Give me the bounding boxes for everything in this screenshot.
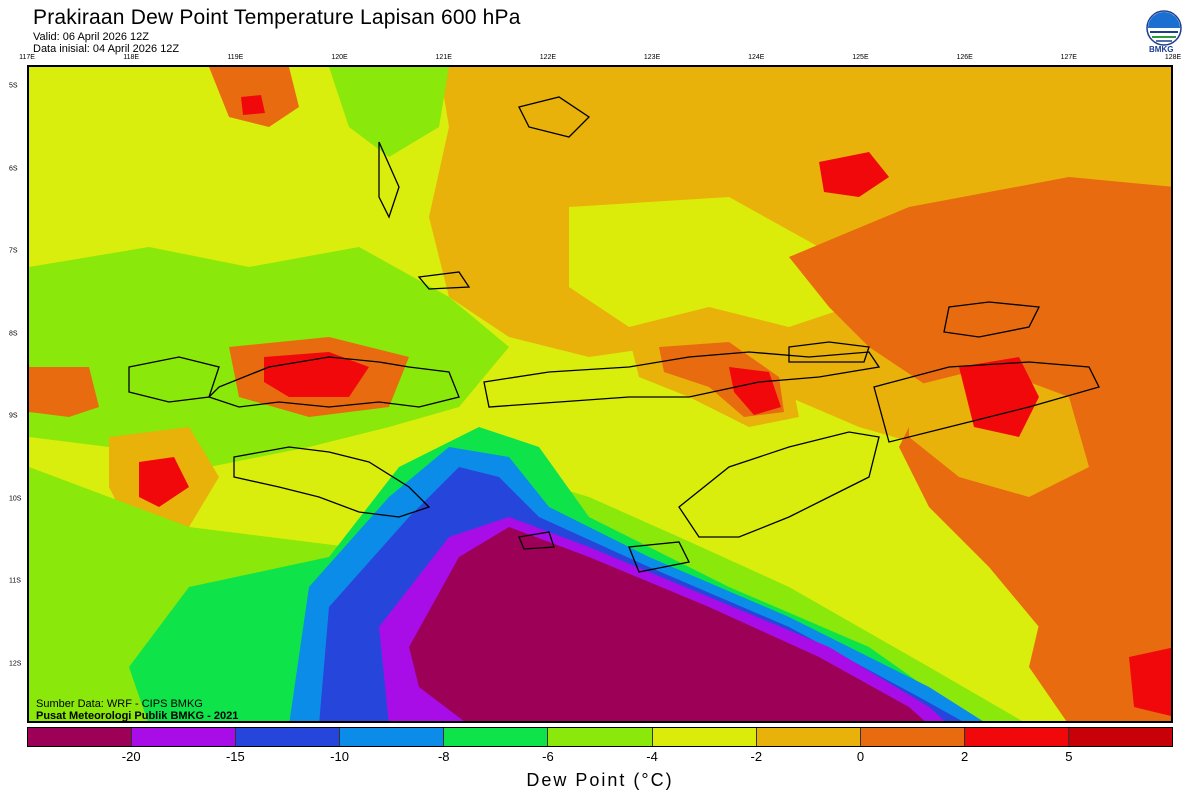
latitude-label: 11S	[9, 577, 21, 585]
data-source-label: Sumber Data: WRF - CIPS BMKG	[36, 698, 203, 710]
latitude-label: 12S	[9, 660, 22, 667]
longitude-label: 118E	[123, 54, 140, 61]
longitude-label: 126E	[956, 54, 973, 61]
contour-field	[29, 67, 1171, 721]
colorbar-swatch	[756, 728, 861, 746]
colorbar-title: Dew Point (°C)	[526, 770, 674, 790]
contour-red-sw	[139, 457, 189, 507]
coast-lombok	[128, 356, 220, 403]
colorbar-tick-label: -6	[542, 749, 554, 764]
colorbar-swatch	[1068, 728, 1173, 746]
colorbar-swatch	[340, 728, 445, 746]
colorbar-swatch	[548, 728, 653, 746]
coast-rote	[628, 541, 690, 573]
colorbar-swatch	[236, 728, 341, 746]
page-title: Prakiraan Dew Point Temperature Lapisan …	[33, 6, 521, 29]
colorbar-tick-label: -15	[225, 749, 245, 764]
contour-yellow-center	[569, 197, 849, 327]
longitude-label: 117E	[19, 54, 35, 61]
colorbar-swatch	[652, 728, 757, 746]
initial-data-time: Data inisial: 04 April 2026 12Z	[33, 43, 180, 55]
contour-green-north-strip	[329, 67, 449, 157]
longitude-label: 127E	[1060, 54, 1077, 61]
longitude-label: 123E	[643, 54, 661, 61]
longitude-label: 119E	[227, 54, 244, 61]
colorbar-swatch	[132, 728, 237, 746]
coastlines	[128, 96, 1100, 573]
latitude-label: 5S	[9, 82, 18, 90]
coast-flores	[483, 351, 881, 408]
coast-north-islands	[518, 96, 591, 138]
contour-red-southeast	[1129, 647, 1171, 717]
coast-sumbawa	[207, 356, 460, 408]
longitude-label: 120E	[331, 54, 348, 61]
coast-timor	[678, 431, 880, 538]
dew-point-map[interactable]	[27, 65, 1173, 723]
colorbar-tick-label: -2	[750, 749, 763, 764]
colorbar-swatch	[28, 728, 133, 746]
colorbar-swatch	[964, 728, 1069, 746]
colorbar-tick-label: -10	[330, 749, 349, 764]
latitude-label: 10S	[9, 495, 22, 502]
latitude-label: 9S	[9, 412, 18, 420]
contour-red-north-top	[241, 95, 265, 115]
colorbar-tick-label: 2	[961, 749, 969, 764]
contour-red-east	[959, 357, 1039, 437]
contour-red-flores	[729, 367, 781, 415]
valid-time: Valid: 06 April 2026 12Z	[33, 31, 149, 43]
colorbar	[27, 727, 1173, 747]
longitude-label: 128E	[1164, 54, 1182, 61]
contour-orange-west-edge	[29, 367, 99, 417]
coast-savu	[518, 531, 555, 550]
longitude-label: 121E	[435, 54, 452, 61]
coast-sumba	[233, 446, 431, 518]
colorbar-tick-label: -8	[437, 749, 450, 764]
colorbar-tick-label: 0	[856, 749, 865, 764]
longitude-label: 125E	[852, 54, 869, 61]
bmkg-logo-icon	[1146, 10, 1182, 46]
latitude-label: 6S	[9, 165, 18, 172]
coast-flores-small	[417, 271, 471, 290]
contour-red-northeast	[819, 152, 889, 197]
publisher-label: Pusat Meteorologi Publik BMKG - 2021	[36, 710, 239, 722]
colorbar-tick-label: -4	[646, 749, 658, 764]
coast-wetar	[943, 301, 1041, 338]
coast-timor-east	[873, 361, 1100, 443]
colorbar-tick-label: 5	[1065, 749, 1073, 764]
longitude-label: 124E	[748, 54, 765, 61]
colorbar-swatch	[860, 728, 965, 746]
longitude-label: 122E	[539, 54, 557, 61]
latitude-label: 8S	[9, 330, 18, 337]
coast-alor	[788, 341, 870, 363]
latitude-label: 7S	[9, 247, 18, 255]
logo-label: BMKG	[1149, 45, 1174, 54]
colorbar-swatch	[444, 728, 549, 746]
contour-deep-purple-south	[409, 527, 925, 721]
coast-sulawesi-south	[378, 141, 400, 219]
colorbar-tick-label: -20	[121, 749, 141, 764]
